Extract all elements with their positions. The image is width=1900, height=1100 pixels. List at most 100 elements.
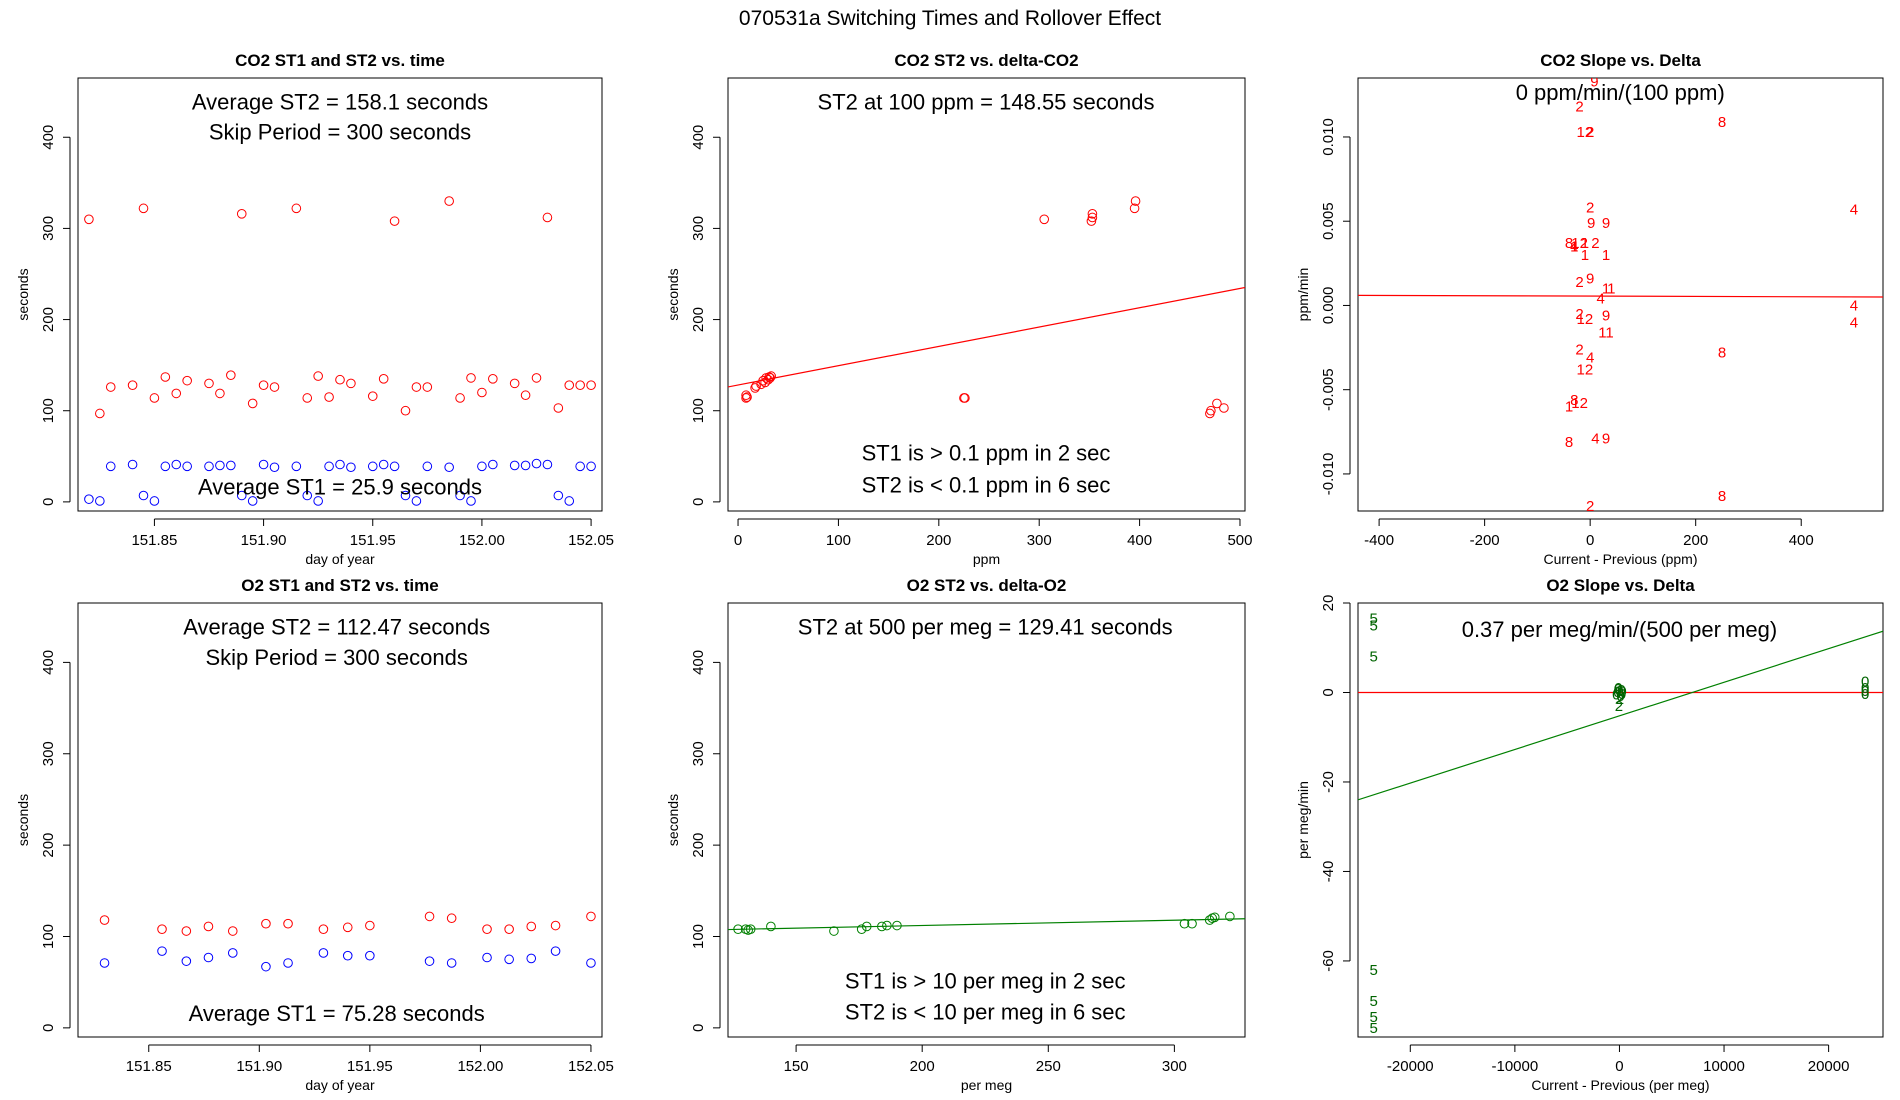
data-point xyxy=(313,371,323,381)
chart-title: O2 Slope vs. Delta xyxy=(1546,576,1695,595)
annotation: Skip Period = 300 seconds xyxy=(209,120,471,145)
data-point xyxy=(84,494,94,504)
x-tick-label: 151.95 xyxy=(350,532,396,549)
data-point-label: 2 xyxy=(1586,124,1594,141)
data-point-label: 9 xyxy=(1587,215,1595,232)
data-point xyxy=(520,390,531,401)
x-tick-label: 400 xyxy=(1789,532,1814,549)
data-point xyxy=(291,203,302,214)
x-tick-label: 200 xyxy=(926,532,951,549)
data-point xyxy=(258,380,269,391)
data-point xyxy=(346,378,356,389)
x-tick-label: 200 xyxy=(1683,532,1708,549)
data-point-label: 1 xyxy=(1602,247,1610,264)
plot-frame xyxy=(1357,77,1884,512)
y-tick-label: 100 xyxy=(40,398,57,423)
data-point xyxy=(586,380,596,391)
data-point xyxy=(1039,214,1050,225)
series-st1 xyxy=(99,946,596,972)
data-point xyxy=(575,380,585,391)
data-point xyxy=(127,459,138,470)
data-point xyxy=(526,953,537,964)
data-point-label: 0 xyxy=(1612,687,1620,704)
data-point-label: 9 xyxy=(1590,73,1598,90)
data-point xyxy=(318,924,329,934)
data-point xyxy=(531,373,542,383)
data-point xyxy=(586,958,596,968)
data-point-label: 4 xyxy=(1850,297,1858,314)
y-tick-label: 100 xyxy=(690,924,707,949)
data-point-label: 12 xyxy=(1577,124,1594,141)
data-point xyxy=(378,459,389,470)
x-tick-label: 150 xyxy=(784,1058,809,1075)
data-point xyxy=(765,373,775,383)
data-point xyxy=(742,392,752,402)
annotation: ST1 is > 10 per meg in 2 sec xyxy=(845,968,1126,993)
x-tick-label: 0 xyxy=(1615,1058,1623,1075)
y-tick-label: 200 xyxy=(690,833,707,858)
plot-frame xyxy=(727,602,1246,1038)
data-point xyxy=(138,490,149,501)
chart-co2_time: CO2 ST1 and ST2 vs. time 151.85 151.90 151.… xyxy=(15,51,614,567)
data-point-label: 0 xyxy=(1616,688,1624,705)
data-point xyxy=(127,380,138,391)
data-point xyxy=(751,381,761,391)
plot-area xyxy=(728,196,1245,419)
data-point-label: 4 xyxy=(1591,431,1599,448)
data-point-label: 11 xyxy=(1598,324,1614,341)
y-tick-label: -20 xyxy=(1320,771,1337,793)
data-point xyxy=(247,398,258,409)
data-point xyxy=(446,913,457,924)
data-point xyxy=(446,958,457,968)
data-point xyxy=(215,388,225,399)
data-point xyxy=(553,490,564,501)
data-point xyxy=(564,496,575,506)
y-tick-label: 300 xyxy=(40,216,57,241)
data-point xyxy=(411,382,422,392)
data-point xyxy=(160,372,171,382)
plot-area xyxy=(84,196,596,506)
data-point xyxy=(477,461,487,472)
annotation: Average ST2 = 112.47 seconds xyxy=(183,615,490,640)
data-point-label: 1 xyxy=(1607,281,1615,298)
data-point-label: 5 xyxy=(1370,649,1378,666)
data-point xyxy=(1179,918,1190,929)
y-tick-label: 0 xyxy=(690,498,707,506)
data-point xyxy=(335,374,345,385)
data-point xyxy=(182,375,192,386)
data-point xyxy=(342,922,353,933)
data-point-label: 9 xyxy=(1602,308,1610,325)
data-point-label: 8 xyxy=(1718,488,1726,505)
data-point-label: 1 xyxy=(1570,238,1578,255)
data-point xyxy=(302,490,313,501)
data-point xyxy=(1086,216,1097,226)
data-point xyxy=(509,378,520,389)
data-point xyxy=(1129,203,1140,214)
data-point-label: 8 xyxy=(1570,392,1578,409)
data-point xyxy=(203,921,214,932)
chart-o2_time: O2 ST1 and ST2 vs. time 151.85 151.90 151.9… xyxy=(15,576,614,1093)
data-point xyxy=(226,370,236,380)
data-point xyxy=(149,496,160,506)
annotation: Average ST1 = 75.28 seconds xyxy=(189,1001,485,1026)
data-point xyxy=(1087,209,1098,219)
data-point xyxy=(389,461,400,472)
data-point xyxy=(424,911,435,922)
annotation: ST2 is < 0.1 ppm in 6 sec xyxy=(862,472,1111,497)
data-point-label: 4 xyxy=(1586,350,1594,367)
data-point xyxy=(550,920,561,931)
data-point-label: 5 xyxy=(1370,962,1378,979)
data-point-label: 8 xyxy=(1565,434,1573,451)
data-point-label: 9 xyxy=(1602,215,1610,232)
x-tick-label: 151.95 xyxy=(347,1058,393,1075)
x-axis-label: per meg xyxy=(961,1077,1012,1093)
data-point-label: 0 xyxy=(1618,686,1626,703)
data-point xyxy=(411,496,422,506)
data-point-label: 2 xyxy=(1615,698,1623,715)
y-tick-label: 200 xyxy=(40,307,57,332)
data-point xyxy=(542,212,553,223)
x-tick-label: 152.05 xyxy=(568,1058,614,1075)
x-tick-label: 400 xyxy=(1127,532,1152,549)
data-point xyxy=(509,460,520,471)
